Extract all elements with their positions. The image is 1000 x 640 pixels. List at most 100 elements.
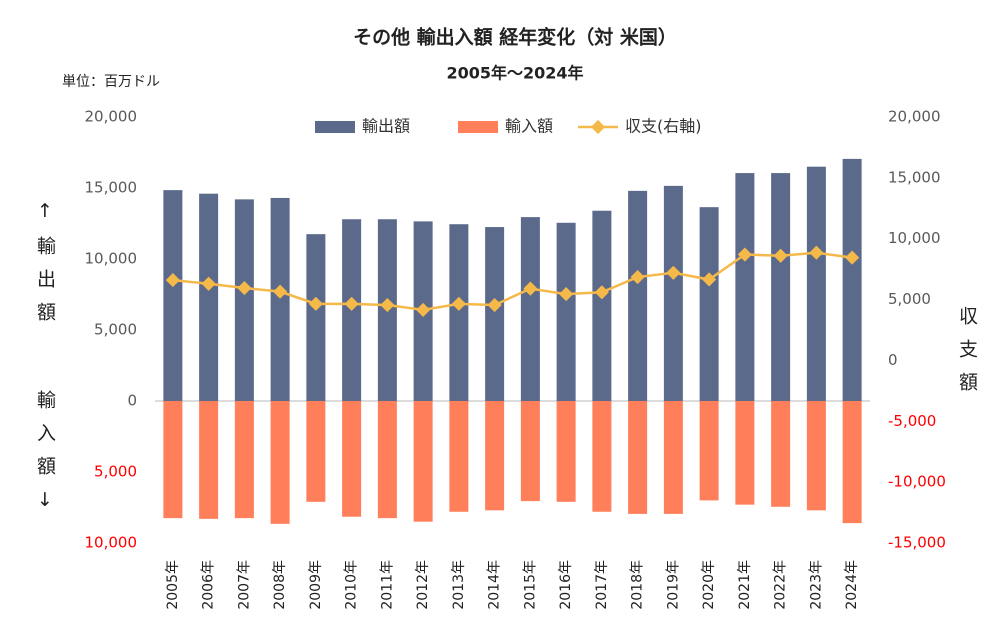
balance-line [172,251,853,312]
y2-tick-label: 5,000 [888,290,931,308]
y-tick-label: 10,000 [85,250,138,268]
line-marker [451,296,466,311]
line-marker [702,272,717,287]
y-tick-label: 20,000 [85,108,138,126]
bar [270,197,290,401]
legend-label: 輸出額 [362,117,410,136]
bar [342,401,362,517]
line-marker [308,296,323,311]
y2-tick-label: 20,000 [888,108,941,126]
x-tick-label: 2016年 [558,560,574,610]
chart-title: その他 輸出入額 経年変化（対 米国） [353,26,677,49]
bar [234,401,254,519]
x-tick-label: 2024年 [844,560,860,610]
bar [449,401,469,512]
bar [449,224,469,401]
x-tick-label: 2017年 [594,560,610,610]
bar [806,166,826,401]
bar [592,401,612,512]
y2-tick-label: 15,000 [888,168,941,186]
legend-swatch [315,121,355,133]
line-marker [165,273,180,288]
line-marker [737,247,752,262]
x-tick-label: 2013年 [451,560,467,610]
x-tick-label: 2020年 [701,560,717,610]
legend-label: 収支(右軸) [625,117,702,136]
bar [628,190,648,401]
x-tick-label: 2010年 [344,560,360,610]
line-marker [845,250,860,265]
x-tick-label: 2015年 [522,560,538,610]
bar [199,401,219,519]
x-tick-label: 2019年 [665,560,681,610]
line-marker [666,265,681,280]
legend-swatch [458,121,498,133]
bar [163,401,183,519]
bar [306,401,326,502]
bar [806,401,826,511]
x-tick-label: 2009年 [308,560,324,610]
bar [306,234,326,401]
line-marker [201,276,216,291]
line-marker [487,297,502,313]
line-marker [559,287,574,302]
unit-label: 単位：百万ドル [62,74,160,90]
x-tick-label: 2022年 [773,560,789,610]
x-tick-label: 2006年 [201,560,217,610]
bar [270,401,290,524]
line-marker [523,281,538,296]
bar [628,401,648,514]
y2-tick-label: -15,000 [888,534,946,552]
line-marker [344,296,359,311]
y2-axis-label: 収支額 [956,306,978,405]
bar [592,210,612,401]
y-tick-label: 10,000 [85,534,138,552]
line-marker [630,269,645,285]
bar [699,401,719,501]
line-marker [809,245,824,260]
y-tick-label: 5,000 [94,321,137,339]
bar [735,401,755,505]
x-tick-label: 2005年 [165,560,181,610]
line-marker [416,302,431,317]
line-marker [237,280,252,296]
bar [520,401,540,502]
x-tick-label: 2014年 [487,560,503,610]
y2-tick-label: 0 [888,351,898,369]
legend-label: 輸入額 [505,117,553,136]
y-axis-label-top: ↑輸出額 [34,200,56,335]
bar [735,173,755,401]
line-marker [773,248,788,263]
x-tick-label: 2018年 [630,560,646,610]
bar [234,199,254,401]
bar [699,207,719,401]
bar [663,185,683,401]
x-tick-label: 2008年 [272,560,288,610]
bar [842,158,862,401]
bar [556,401,576,502]
bar [485,401,505,511]
x-tick-label: 2007年 [236,560,252,610]
bar [163,190,183,401]
bar [377,401,397,519]
bar [413,401,433,522]
bar [842,401,862,524]
bar [199,193,219,401]
bar [663,401,683,514]
y2-tick-label: 10,000 [888,229,941,247]
bar [485,227,505,401]
x-tick-label: 2023年 [808,560,824,610]
y-tick-label: 0 [127,392,137,410]
x-tick-label: 2012年 [415,560,431,610]
legend-swatch [590,119,606,135]
bar [771,173,791,401]
bar [556,222,576,401]
line-marker [273,284,288,299]
bar [771,401,791,507]
bar [520,217,540,401]
line-marker [380,297,395,313]
y-tick-label: 5,000 [94,463,137,481]
x-tick-label: 2021年 [737,560,753,610]
